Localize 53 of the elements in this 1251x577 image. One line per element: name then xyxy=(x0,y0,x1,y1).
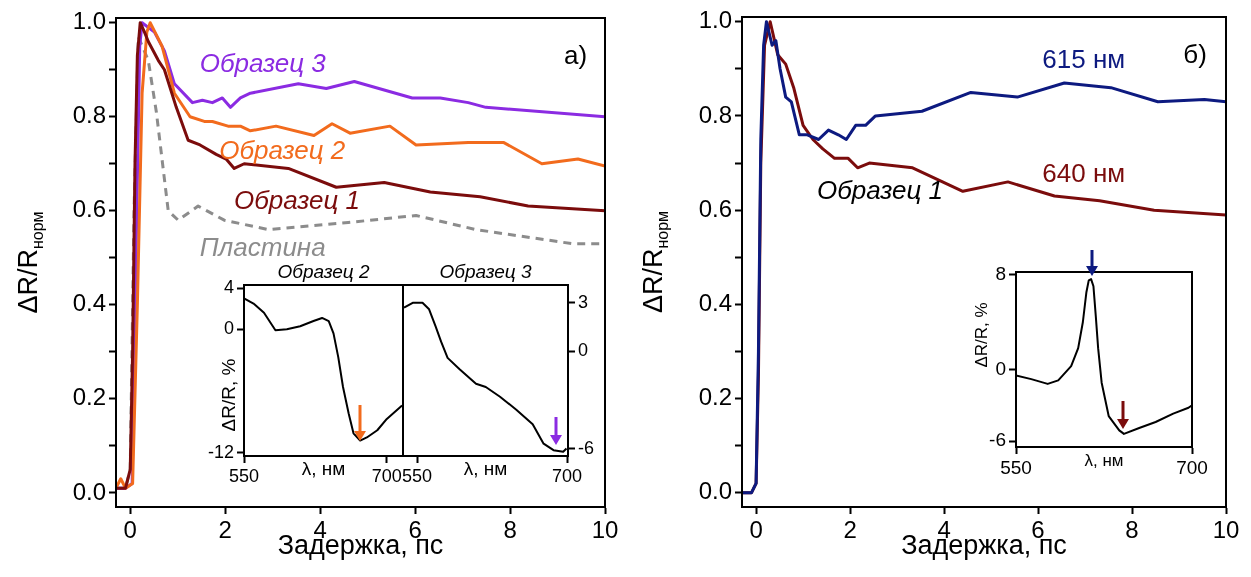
x-tick-label: 700 xyxy=(1176,456,1208,478)
y-axis-title: ΔR/R, % xyxy=(218,358,240,432)
annotation: а) xyxy=(564,40,588,71)
x-tick-label: 10 xyxy=(1212,516,1240,544)
y-tick-label: 4 xyxy=(223,277,234,298)
series-label: 640 нм xyxy=(1042,158,1126,189)
y-tick-label: 0.0 xyxy=(698,477,732,505)
x-tick-label: 0 xyxy=(749,516,763,544)
x-tick-label: 10 xyxy=(591,516,619,544)
y-tick-label: 0.6 xyxy=(698,194,732,222)
y-axis-title: ΔR/Rнорм xyxy=(13,211,46,314)
annotation: б) xyxy=(1183,39,1207,70)
y-tick-label: 0.8 xyxy=(72,101,106,129)
y-tick-label: -12 xyxy=(207,441,234,462)
x-tick-label: 0 xyxy=(123,516,137,544)
y-tick-label: 0.4 xyxy=(72,289,106,317)
y-tick-label: -6 xyxy=(989,429,1006,451)
x-tick-label: 2 xyxy=(218,516,232,544)
chart-title: Образец 2 xyxy=(277,260,370,282)
x-tick-label: 8 xyxy=(503,516,517,544)
y-tick-label: 0.8 xyxy=(698,100,732,128)
series-label: Пластина xyxy=(199,231,326,262)
y-tick-label: 0.2 xyxy=(72,383,106,411)
x-tick-label: 2 xyxy=(843,516,857,544)
x-tick-label: 550 xyxy=(1000,456,1032,478)
x-tick-label: 550 xyxy=(401,465,433,486)
y-tick-label: 0 xyxy=(995,357,1006,379)
x-axis-title: λ, нм xyxy=(301,458,346,480)
chart-title: Образец 3 xyxy=(439,260,532,282)
y2-tick-label: -6 xyxy=(578,437,595,458)
annotation: Образец 1 xyxy=(816,175,943,206)
x-tick-label: 550 xyxy=(228,465,260,486)
y-tick-label: 0.6 xyxy=(72,195,106,223)
y2-tick-label: 0 xyxy=(578,340,589,361)
y-tick-label: 1.0 xyxy=(698,6,732,34)
y-tick-label: 0.2 xyxy=(698,383,732,411)
y-axis-title: ΔR/Rнорм xyxy=(638,210,671,314)
y-tick-label: 0 xyxy=(223,318,234,339)
series-label: Образец 2 xyxy=(219,134,346,165)
x-tick-label: 8 xyxy=(1125,516,1139,544)
series-label: Образец 3 xyxy=(199,48,327,79)
y-tick-label: 0.4 xyxy=(698,289,732,317)
y-tick-label: 1.0 xyxy=(72,7,106,35)
y-axis-title: ΔR/R, % xyxy=(971,302,991,368)
y-tick-label: 0.0 xyxy=(72,477,106,505)
x-tick-label: 700 xyxy=(551,465,583,486)
series-label: 615 нм xyxy=(1042,44,1126,75)
x-tick-label: 700 xyxy=(371,465,402,486)
series-label: Образец 1 xyxy=(233,185,360,216)
y2-tick-label: 3 xyxy=(578,291,589,312)
x-axis-title: λ, нм xyxy=(463,458,508,480)
x-axis-title: λ, нм xyxy=(1084,450,1124,470)
y-tick-label: 8 xyxy=(995,262,1006,284)
